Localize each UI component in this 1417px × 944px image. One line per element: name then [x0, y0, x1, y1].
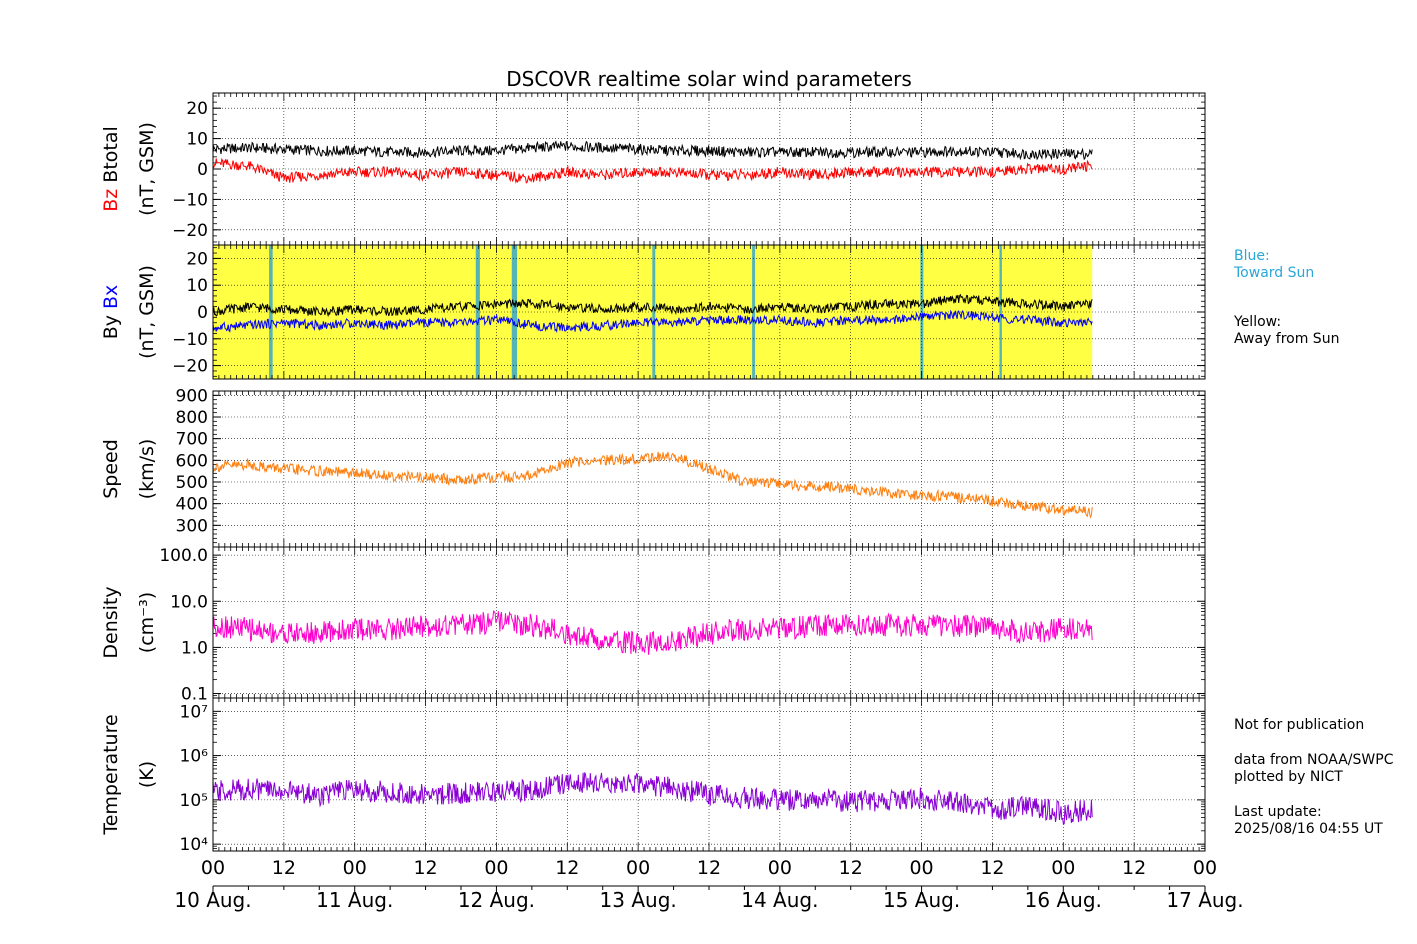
y-axis-label: Bz Btotal: [100, 126, 122, 212]
y-label-part: Temperature: [100, 714, 122, 835]
panels-group: 20 10 0 −10 −20 Bz Btotal (nT, GSM) 20 10 0 −10 −20…: [100, 92, 1206, 855]
hour-tick-label: 12: [839, 857, 863, 879]
series-line-by: [212, 293, 1093, 318]
chart-title: DSCOVR realtime solar wind parameters: [506, 67, 912, 91]
polarity-band-toward: [999, 245, 1002, 379]
y-tick-label: −20: [172, 357, 208, 377]
day-label: 10 Aug.: [174, 888, 251, 912]
y-tick-label: 700: [176, 430, 208, 450]
hour-tick-label: 00: [1193, 857, 1217, 879]
y-label-part: Btotal: [100, 126, 122, 189]
hour-tick-label: 12: [1122, 857, 1146, 879]
data-source-note: data from NOAA/SWPC: [1234, 752, 1394, 768]
y-tick-label: 1.0: [181, 638, 208, 658]
day-label: 14 Aug.: [741, 888, 818, 912]
day-label: 12 Aug.: [458, 888, 535, 912]
y-tick-label: 10: [186, 130, 208, 150]
y-axis-label: By Bx: [100, 285, 122, 340]
panel-5: 10⁴ 10⁵ 10⁶ 10⁷ Temperature (K): [100, 697, 1206, 855]
polarity-band-toward: [511, 245, 518, 379]
day-label: 11 Aug.: [316, 888, 393, 912]
x-axis: 00 12 00 12 00 12 00 12 00 12 00 12 00 12 00 10 Aug. 11 …: [174, 857, 1243, 912]
y-tick-label: 10: [186, 276, 208, 296]
y-axis-unit: (cm⁻³): [136, 592, 158, 653]
y-axis-label: Speed: [100, 439, 122, 499]
series-line-density: [212, 610, 1093, 655]
panel-2: 20 10 0 −10 −20 By Bx (nT, GSM): [100, 244, 1206, 380]
series-line-bz: [212, 157, 1093, 184]
y-tick-label: 0.1: [181, 685, 208, 705]
y-label-part: By: [100, 315, 122, 339]
series-line-btotal: [212, 140, 1093, 161]
y-tick-label: 0: [197, 303, 208, 323]
day-label: 16 Aug.: [1025, 888, 1102, 912]
y-tick-label: 20: [186, 99, 208, 119]
hour-tick-label: 00: [626, 857, 650, 879]
y-tick-label: 100.0: [159, 546, 208, 566]
hour-tick-label: 12: [697, 857, 721, 879]
hour-tick-label: 00: [1051, 857, 1075, 879]
y-axis-label: Density: [100, 586, 122, 658]
publication-note: Not for publication: [1234, 717, 1365, 733]
toward-sun-label: Blue:: [1234, 248, 1270, 264]
y-tick-label: 10⁷: [180, 702, 209, 722]
toward-sun-desc: Toward Sun: [1234, 265, 1315, 281]
y-axis-unit: (K): [136, 761, 158, 788]
y-label-part: Speed: [100, 439, 122, 499]
y-tick-label: 800: [176, 408, 208, 428]
y-tick-label: 10⁴: [180, 835, 209, 855]
plotted-by-note: plotted by NICT: [1234, 769, 1343, 785]
hour-tick-label: 12: [413, 857, 437, 879]
y-axis-unit: (nT, GSM): [136, 122, 158, 216]
polarity-band-toward: [652, 245, 656, 379]
y-axis-label: Temperature: [100, 714, 122, 835]
day-label: 13 Aug.: [600, 888, 677, 912]
y-tick-label: 300: [176, 516, 208, 536]
y-tick-label: 900: [176, 386, 208, 406]
y-tick-label: 600: [176, 451, 208, 471]
last-update-label: Last update:: [1234, 804, 1322, 820]
y-tick-label: 400: [176, 495, 208, 515]
hour-tick-label: 00: [201, 857, 225, 879]
y-tick-label: 0: [197, 160, 208, 180]
y-tick-label: −20: [172, 221, 208, 241]
y-tick-label: 10⁵: [180, 791, 208, 811]
y-label-part: Bz: [100, 189, 122, 212]
away-sun-desc: Away from Sun: [1234, 331, 1340, 347]
series-line-temperature: [212, 772, 1093, 825]
hour-tick-label: 00: [484, 857, 508, 879]
y-tick-label: 500: [176, 473, 208, 493]
y-tick-label: 10.0: [170, 592, 208, 612]
y-tick-label: 10⁶: [180, 747, 209, 767]
panel-1: 20 10 0 −10 −20 Bz Btotal (nT, GSM): [100, 92, 1206, 246]
panel-4: 100.0 10.0 1.0 0.1 Density (cm⁻³): [100, 546, 1206, 705]
series-line-bx: [212, 309, 1093, 334]
hour-tick-label: 12: [272, 857, 296, 879]
y-label-part: Density: [100, 586, 122, 658]
y-tick-label: 20: [186, 249, 208, 269]
day-label: 15 Aug.: [883, 888, 960, 912]
y-axis-unit: (nT, GSM): [136, 265, 158, 359]
panel-frame: [212, 697, 1206, 852]
y-label-part: Bx: [100, 285, 122, 315]
away-sun-label: Yellow:: [1234, 314, 1282, 330]
y-tick-label: −10: [172, 330, 208, 350]
series-line-speed: [212, 451, 1093, 519]
hour-tick-label: 12: [555, 857, 579, 879]
hour-tick-label: 00: [768, 857, 792, 879]
y-axis-unit: (km/s): [136, 439, 158, 500]
hour-tick-label: 12: [980, 857, 1004, 879]
hour-tick-label: 00: [909, 857, 933, 879]
y-tick-label: −10: [172, 190, 208, 210]
day-label: 17 Aug.: [1166, 888, 1243, 912]
last-update-value: 2025/08/16 04:55 UT: [1234, 821, 1383, 837]
hour-tick-label: 00: [343, 857, 367, 879]
